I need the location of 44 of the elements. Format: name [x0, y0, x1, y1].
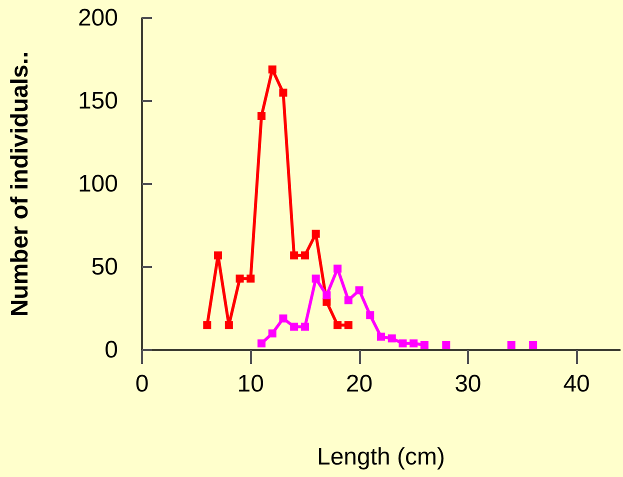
- point: [224, 321, 233, 330]
- point: [334, 264, 342, 273]
- y-tick-label: 150: [78, 88, 118, 114]
- point: [258, 112, 266, 120]
- point: [355, 286, 364, 294]
- point: [214, 251, 222, 260]
- point: [398, 339, 407, 348]
- y-axis-title: Number of individuals..: [6, 51, 34, 317]
- x-tick-label: 30: [454, 370, 482, 398]
- point: [334, 321, 342, 330]
- y-tick-label: 200: [78, 4, 118, 32]
- x-tick-label: 0: [135, 370, 149, 398]
- y-tick-label: 0: [104, 336, 118, 364]
- point: [388, 334, 396, 342]
- point: [312, 274, 320, 283]
- point: [420, 341, 428, 350]
- point: [268, 65, 276, 74]
- point: [300, 251, 309, 260]
- point: [442, 341, 450, 350]
- point: [322, 291, 331, 300]
- point: [246, 274, 255, 283]
- x-tick-label: 40: [563, 370, 590, 398]
- point: [290, 322, 298, 331]
- point: [377, 332, 385, 341]
- point: [290, 251, 298, 260]
- x-axis-title: Length (cm): [316, 444, 446, 470]
- point: [344, 296, 352, 304]
- x-tick-label: 10: [237, 370, 264, 398]
- point: [203, 321, 212, 330]
- point: [300, 322, 309, 331]
- point: [507, 341, 516, 350]
- point: [344, 321, 352, 330]
- point: [529, 341, 538, 350]
- point: [366, 311, 374, 320]
- point: [279, 314, 288, 322]
- y-tick-label: 50: [91, 254, 118, 280]
- point: [258, 339, 266, 348]
- point: [268, 329, 276, 338]
- point: [236, 274, 244, 283]
- point: [279, 88, 288, 97]
- point: [312, 230, 320, 238]
- y-tick-label: 100: [78, 170, 118, 198]
- x-tick-label: 20: [346, 370, 373, 398]
- point: [410, 339, 418, 348]
